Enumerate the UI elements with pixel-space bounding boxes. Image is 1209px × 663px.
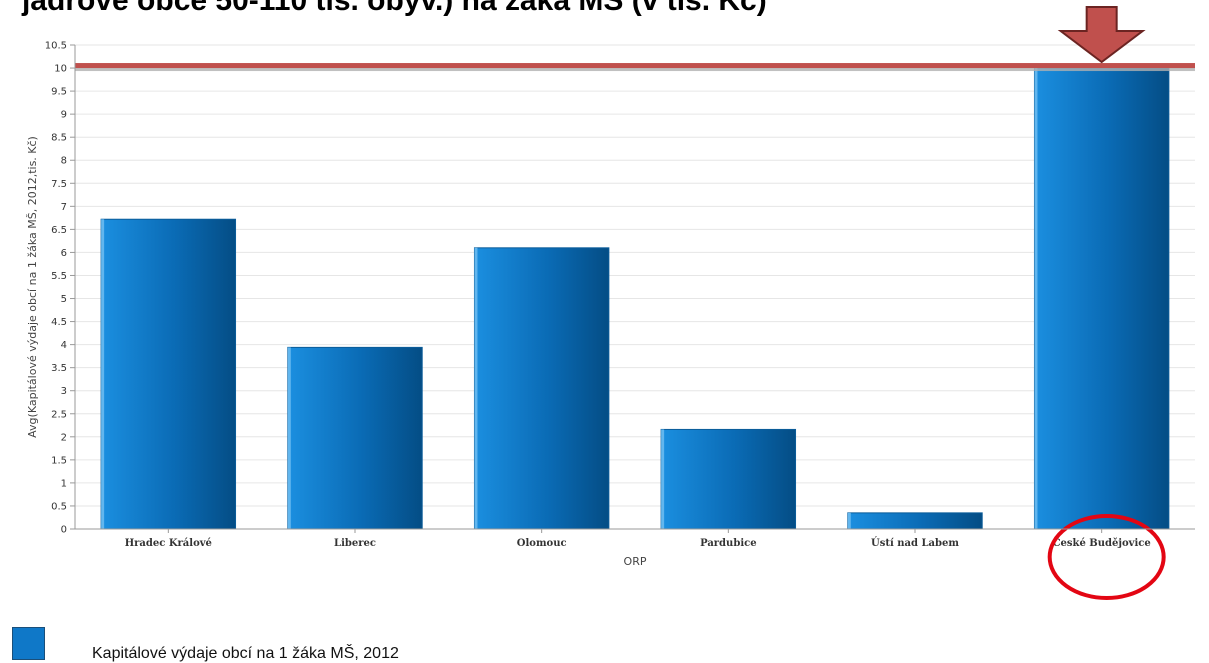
bar xyxy=(100,218,237,530)
bar-highlight xyxy=(101,219,105,530)
x-tick-label: Ústí nad Labem xyxy=(871,537,959,549)
bar xyxy=(473,247,610,530)
legend: Kapitálové výdaje obcí na 1 žáka MŠ, 201… xyxy=(12,627,912,662)
y-tick-label: 1 xyxy=(61,478,67,489)
bar-chart: 0 0.5 1 1.5 2 2.5 3 3.5 4 4.5 5 5.5 6 6.5 7 7.5 8 8.5 9 9.5… xyxy=(26,6,1195,600)
y-tick-label: 3 xyxy=(61,386,67,397)
reference-line xyxy=(75,63,1195,69)
y-tick-label: 2.5 xyxy=(51,409,67,420)
bar xyxy=(287,346,423,530)
y-tick-label: 3.5 xyxy=(51,363,67,374)
x-tick-label: Pardubice xyxy=(700,538,757,549)
bar-highlight xyxy=(847,512,851,529)
bar xyxy=(660,428,797,530)
y-axis-title: Avg(Kapitálové výdaje obcí na 1 žáka MŠ,… xyxy=(26,136,39,438)
y-tick-label: 7 xyxy=(61,202,67,213)
y-tick-label: 9 xyxy=(61,110,67,121)
y-tick-label: 0 xyxy=(61,525,67,536)
y-tick-label: 5 xyxy=(61,294,67,305)
gridlines xyxy=(75,44,1195,530)
x-tick-label: Liberec xyxy=(334,538,376,549)
y-tick-label: 5.5 xyxy=(51,271,67,282)
x-tick-label: Hradec Králové xyxy=(125,538,212,549)
y-tick-label: 8 xyxy=(61,156,67,167)
y-tick-labels: 0 0.5 1 1.5 2 2.5 3 3.5 4 4.5 5 5.5 6 6.5 7 7.5 8 8.5 9 9.5… xyxy=(45,41,75,536)
bar xyxy=(847,512,983,530)
bars xyxy=(100,67,1170,530)
y-tick-label: 4 xyxy=(61,340,67,351)
bar xyxy=(1033,67,1170,530)
y-tick-label: 7.5 xyxy=(51,179,67,190)
bar-highlight xyxy=(661,429,665,529)
y-tick-label: 6.5 xyxy=(51,225,67,236)
bar-highlight xyxy=(287,347,291,529)
x-tick-label: České Budějovice xyxy=(1053,537,1151,549)
y-tick-label: 10 xyxy=(54,64,67,75)
legend-swatch xyxy=(12,627,45,660)
y-tick-label: 2 xyxy=(61,432,67,443)
bar-highlight xyxy=(1034,68,1038,530)
y-tick-label: 1.5 xyxy=(51,455,67,466)
y-tick-label: 8.5 xyxy=(51,133,67,144)
y-tick-label: 4.5 xyxy=(51,317,67,328)
annotations xyxy=(75,6,1195,600)
down-arrow-icon xyxy=(1057,6,1146,64)
y-tick-label: 0.5 xyxy=(51,501,67,512)
x-tick-labels: Hradec Králové Liberec Olomouc Pardubice Úst… xyxy=(125,529,1151,549)
highlight-circle xyxy=(1047,514,1166,600)
y-tick-label: 9.5 xyxy=(51,87,67,98)
x-axis-title: ORP xyxy=(624,555,647,568)
y-tick-label: 6 xyxy=(61,248,67,259)
chart-title: jádrové obce 50-110 tis. obyv.) na žáka … xyxy=(22,0,767,17)
bar-highlight xyxy=(474,247,478,530)
y-tick-label: 10.5 xyxy=(45,41,67,52)
x-tick-label: Olomouc xyxy=(517,538,567,549)
legend-label: Kapitálové výdaje obcí na 1 žáka MŠ, 201… xyxy=(92,645,399,662)
